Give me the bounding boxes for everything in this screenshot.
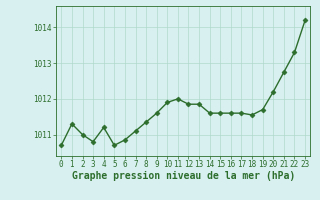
X-axis label: Graphe pression niveau de la mer (hPa): Graphe pression niveau de la mer (hPa) xyxy=(72,171,295,181)
